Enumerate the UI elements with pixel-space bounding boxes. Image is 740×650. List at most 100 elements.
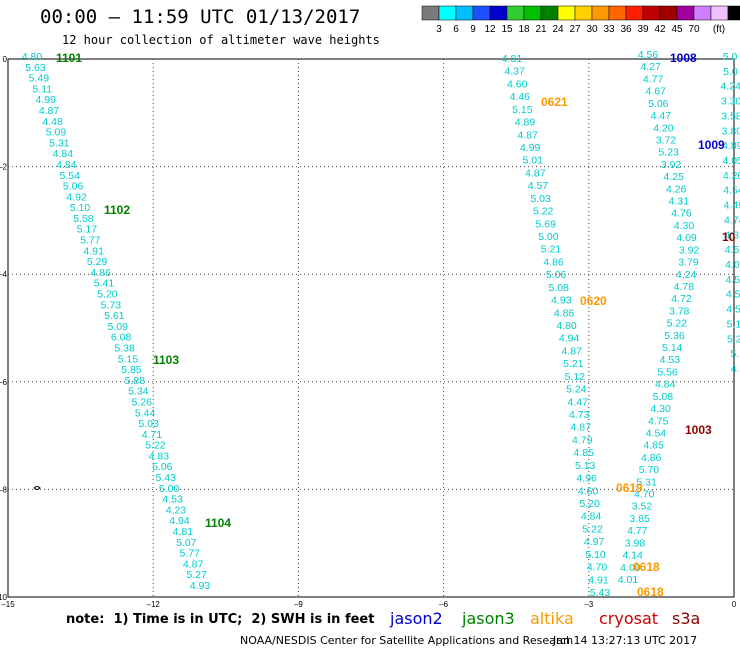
legend-jason2-label: jason2: [390, 609, 443, 628]
swh-value: 5.0: [723, 51, 738, 63]
swh-value: 5.34: [128, 386, 149, 398]
swh-value: 4.81: [502, 53, 523, 65]
legend-altika: altika: [530, 609, 574, 628]
legend-altika-label: altika: [530, 609, 574, 628]
swh-value: 4.92: [66, 191, 87, 203]
swh-value: 4.23: [166, 504, 187, 516]
swh-value: 4.31: [669, 196, 690, 208]
swh-value: 5.14: [662, 342, 683, 354]
swh-value: 4.80: [556, 320, 577, 332]
colorbar-tick: 36: [620, 24, 632, 35]
swh-value: 4.05: [722, 155, 740, 167]
swh-value: 4.73: [569, 409, 590, 421]
swh-value: 5.27: [186, 569, 207, 581]
x-tick-label: –3: [584, 600, 593, 608]
colorbar-tick: 42: [654, 24, 666, 35]
swh-value: 4.94: [559, 333, 580, 345]
swh-value: 5.26: [131, 396, 152, 408]
swh-value: 5.36: [664, 330, 685, 342]
swh-value: 4.81: [173, 526, 194, 538]
page-subtitle: 12 hour collection of altimeter wave hei…: [62, 33, 380, 47]
swh-value: 5.43: [155, 472, 176, 484]
swh-value: 5.06: [152, 461, 173, 473]
legend-s3a: s3a: [672, 609, 700, 628]
colorbar-tick: 45: [671, 24, 683, 35]
swh-value: 5.54: [59, 170, 80, 182]
swh-value: 4.14: [622, 550, 643, 562]
swh-value: 5.38: [114, 342, 135, 354]
swh-value: 4.87: [39, 105, 60, 117]
swh-value: 4.84: [655, 379, 676, 391]
swh-value: 5.31: [49, 137, 70, 149]
colorbar-tick: 21: [535, 24, 547, 35]
swh-value: 5.63: [25, 62, 46, 74]
pass-label: 1102: [104, 203, 130, 217]
swh-value: 4.54: [646, 427, 667, 439]
swh-value: 5.06: [546, 269, 567, 281]
swh-value: 4.74: [724, 214, 740, 226]
pass-label: 1003: [685, 423, 712, 437]
swh-value: 4.20: [653, 122, 674, 134]
swh-value: 4.26: [666, 183, 687, 195]
swh-value: 3.79: [678, 257, 699, 269]
swh-value: 5.61: [104, 310, 125, 322]
swh-value: 4.53: [726, 304, 740, 316]
swh-value: 4.54: [723, 185, 740, 197]
swh-value: 4.60: [507, 78, 528, 90]
swh-value: 5.23: [727, 333, 740, 345]
swh-value: 4.91: [588, 574, 609, 586]
swh-value: 5.22: [533, 206, 554, 218]
swh-value: 5.08: [653, 391, 674, 403]
swh-value: 4.72: [671, 293, 692, 305]
swh-value: 5.22: [145, 440, 166, 452]
page-title: 00:00 – 11:59 UTC 01/13/2017: [40, 6, 361, 28]
swh-value: 5.77: [80, 235, 101, 247]
swh-value: 3.92: [679, 244, 700, 256]
swh-value: 4.67: [645, 86, 666, 98]
pass-label: 10: [722, 230, 736, 244]
swh-value: 4.47: [651, 110, 672, 122]
swh-value: 4.55: [725, 244, 740, 256]
swh-value: 6.08: [111, 332, 132, 344]
colorbar-tick: 27: [569, 24, 581, 35]
legend-cryosat-label: cryosat: [599, 609, 659, 628]
colorbar-tick: 70: [688, 24, 700, 35]
swh-value: 4.87: [183, 558, 204, 570]
x-tick-label: –6: [439, 600, 448, 608]
x-tick-label: –12: [147, 600, 161, 608]
swh-value: 3.80: [722, 125, 740, 137]
legend-s3a-label: s3a: [672, 609, 701, 628]
swh-value: 4.89: [515, 117, 536, 129]
swh-value: 4.89: [722, 140, 740, 152]
swh-value: 5.17: [77, 224, 98, 236]
swh-value: 4.86: [554, 307, 575, 319]
colorbar-tick: 12: [484, 24, 496, 35]
legend-jason3-label: jason3: [462, 609, 515, 628]
swh-value: 4.87: [571, 422, 592, 434]
swh-value: 5.03: [530, 193, 551, 205]
swh-value: 4.25: [663, 171, 684, 183]
swh-value: 4.09: [676, 232, 697, 244]
y-tick-label: –8: [0, 485, 8, 494]
swh-value: 4.93: [190, 580, 211, 592]
swh-value: 5.56: [657, 366, 678, 378]
pass-label: 0618: [637, 585, 664, 599]
swh-value: 4.70: [587, 562, 608, 574]
swh-value: 5.70: [639, 464, 660, 476]
colorbar-tick: 33: [603, 24, 615, 35]
swh-value: 4.53: [660, 354, 681, 366]
swh-value: 4.84: [53, 148, 74, 160]
swh-value: 4.33: [724, 229, 740, 241]
swh-value: 4.26: [723, 170, 740, 182]
swh-value: 3.58: [721, 110, 740, 122]
swh-value: 4.53: [162, 494, 183, 506]
y-tick-label: 0: [3, 55, 8, 64]
swh-value: 5.41: [94, 278, 115, 290]
colorbar-tick: 39: [637, 24, 649, 35]
swh-value: 4.27: [640, 61, 661, 73]
swh-value: 4.77: [643, 73, 664, 85]
swh-value: 5.08: [549, 282, 570, 294]
swh-value: 5.09: [46, 127, 67, 139]
colorbar-tick: 24: [552, 24, 564, 35]
swh-value: 5.43: [590, 587, 611, 599]
